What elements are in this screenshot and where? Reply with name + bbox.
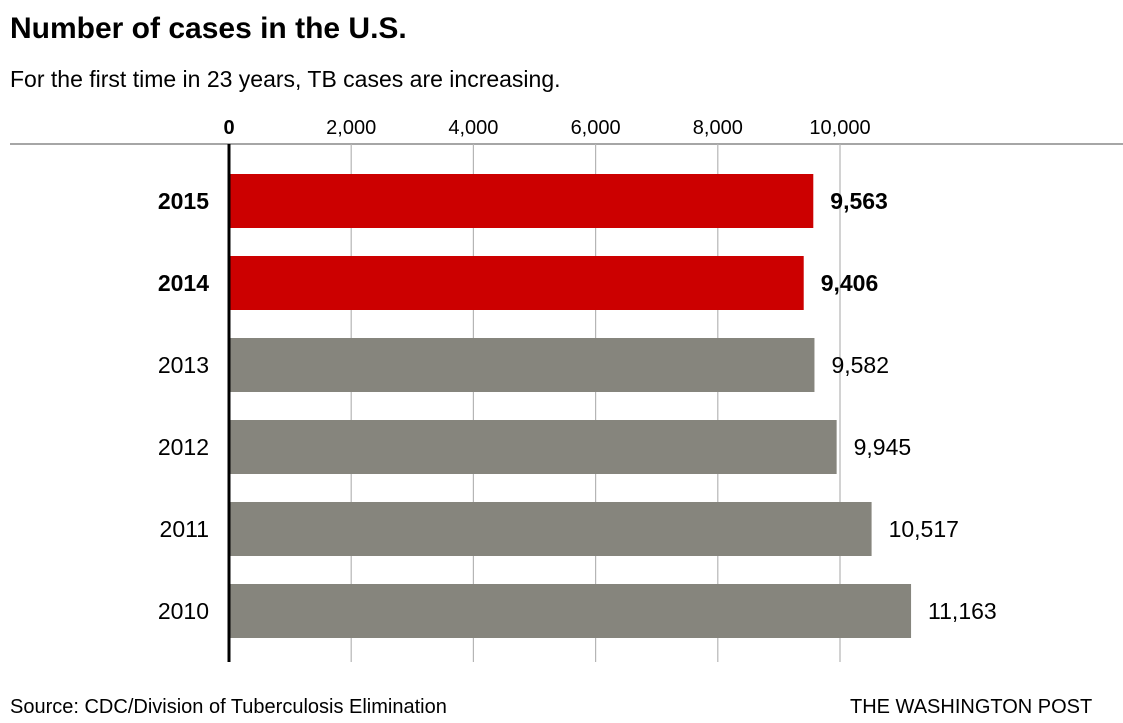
x-tick-label: 6,000	[571, 117, 621, 139]
bar-2010	[229, 584, 912, 638]
labels: 0 2,000 4,000 6,000 8,000 10,000 2015 9,563 2014…	[158, 117, 997, 624]
category-label: 2014	[158, 270, 209, 296]
x-tick-label: 10,000	[809, 117, 870, 139]
bar-2015	[229, 174, 814, 228]
bar-chart: 0 2,000 4,000 6,000 8,000 10,000 2015 9,563 2014…	[10, 117, 1123, 662]
source-note: Source: CDC/Division of Tuberculosis Eli…	[10, 696, 447, 718]
bar-2013	[229, 338, 815, 392]
x-tick-label: 4,000	[448, 117, 498, 139]
category-label: 2011	[160, 516, 209, 542]
value-label: 9,582	[831, 352, 889, 378]
bars	[227, 144, 912, 662]
x-tick-label: 0	[223, 117, 234, 139]
value-label: 9,945	[854, 434, 912, 460]
category-label: 2013	[158, 352, 209, 378]
value-label: 11,163	[928, 598, 997, 624]
bar-2014	[229, 256, 804, 310]
chart-title: Number of cases in the U.S.	[10, 12, 407, 45]
category-label: 2012	[158, 434, 209, 460]
x-tick-label: 8,000	[693, 117, 743, 139]
bar-2012	[229, 420, 837, 474]
value-label: 9,563	[830, 188, 888, 214]
gridlines	[10, 143, 1123, 662]
bar-2011	[229, 502, 872, 556]
x-tick-label: 2,000	[326, 117, 376, 139]
value-label: 10,517	[889, 516, 959, 542]
category-label: 2010	[158, 598, 209, 624]
value-label: 9,406	[821, 270, 879, 296]
publisher-credit: THE WASHINGTON POST	[850, 696, 1093, 718]
category-label: 2015	[158, 188, 209, 214]
chart-subtitle: For the first time in 23 years, TB cases…	[10, 66, 561, 92]
